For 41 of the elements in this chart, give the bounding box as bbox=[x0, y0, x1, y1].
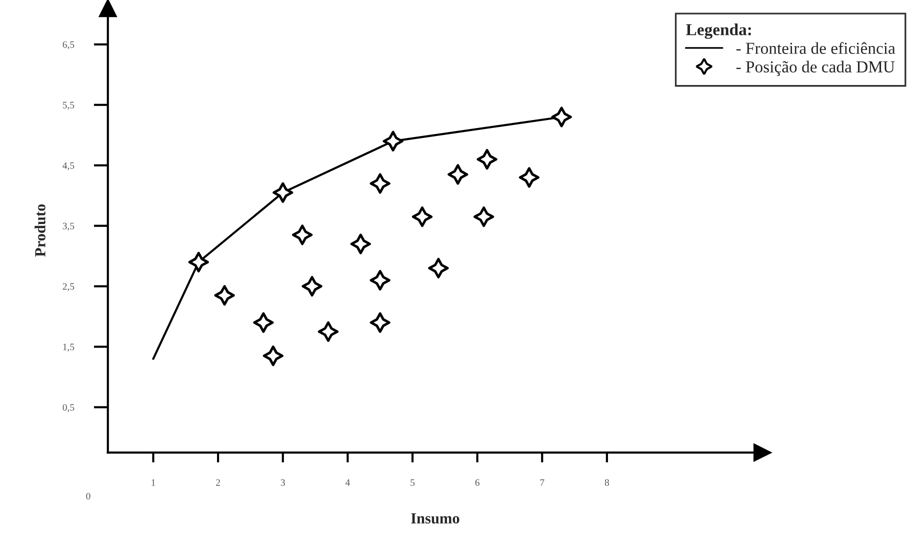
point bbox=[518, 167, 540, 188]
y-tick-label: 4,5 bbox=[62, 162, 74, 170]
point bbox=[318, 321, 339, 342]
text: 0 bbox=[86, 492, 90, 500]
point bbox=[370, 312, 390, 333]
y-tick-label: 1,5 bbox=[63, 344, 74, 352]
x-tick-label: 8 bbox=[604, 479, 609, 486]
point bbox=[262, 346, 284, 366]
y-tick-label: 0,5 bbox=[62, 404, 74, 412]
point bbox=[370, 173, 390, 194]
x-tick-label: 1 bbox=[152, 479, 156, 486]
y-tick-label: 2,5 bbox=[62, 283, 74, 292]
point bbox=[382, 130, 404, 152]
y-tick-label: 5,5 bbox=[62, 102, 74, 110]
legend-label: - Fronteira de eficiência bbox=[736, 42, 896, 54]
point bbox=[473, 206, 494, 228]
point bbox=[551, 106, 572, 128]
y-tick-label: 6,5 bbox=[62, 41, 74, 50]
point bbox=[370, 270, 390, 291]
point bbox=[272, 182, 294, 203]
legend-title: Legenda: bbox=[686, 24, 751, 39]
point bbox=[292, 224, 313, 246]
x-tick-label: 4 bbox=[345, 479, 350, 486]
point bbox=[448, 164, 468, 185]
legend-label: - Posição de cada DMU bbox=[736, 60, 895, 76]
x-axis-title: Insumo bbox=[411, 513, 460, 524]
x-tick-label: 3 bbox=[280, 479, 285, 486]
x-tick-label: 2 bbox=[216, 479, 220, 486]
x-tick-label: 7 bbox=[540, 479, 544, 486]
y-tick-label: 3,5 bbox=[62, 222, 74, 231]
point bbox=[350, 234, 371, 254]
y-axis-title: Produto bbox=[34, 204, 46, 257]
point bbox=[302, 276, 322, 297]
point bbox=[214, 285, 235, 306]
x-tick-label: 6 bbox=[475, 479, 480, 486]
point bbox=[412, 206, 433, 228]
x-tick-label: 5 bbox=[410, 479, 415, 486]
point bbox=[253, 312, 274, 333]
point bbox=[476, 148, 498, 170]
point bbox=[428, 258, 449, 278]
point bbox=[188, 252, 209, 272]
